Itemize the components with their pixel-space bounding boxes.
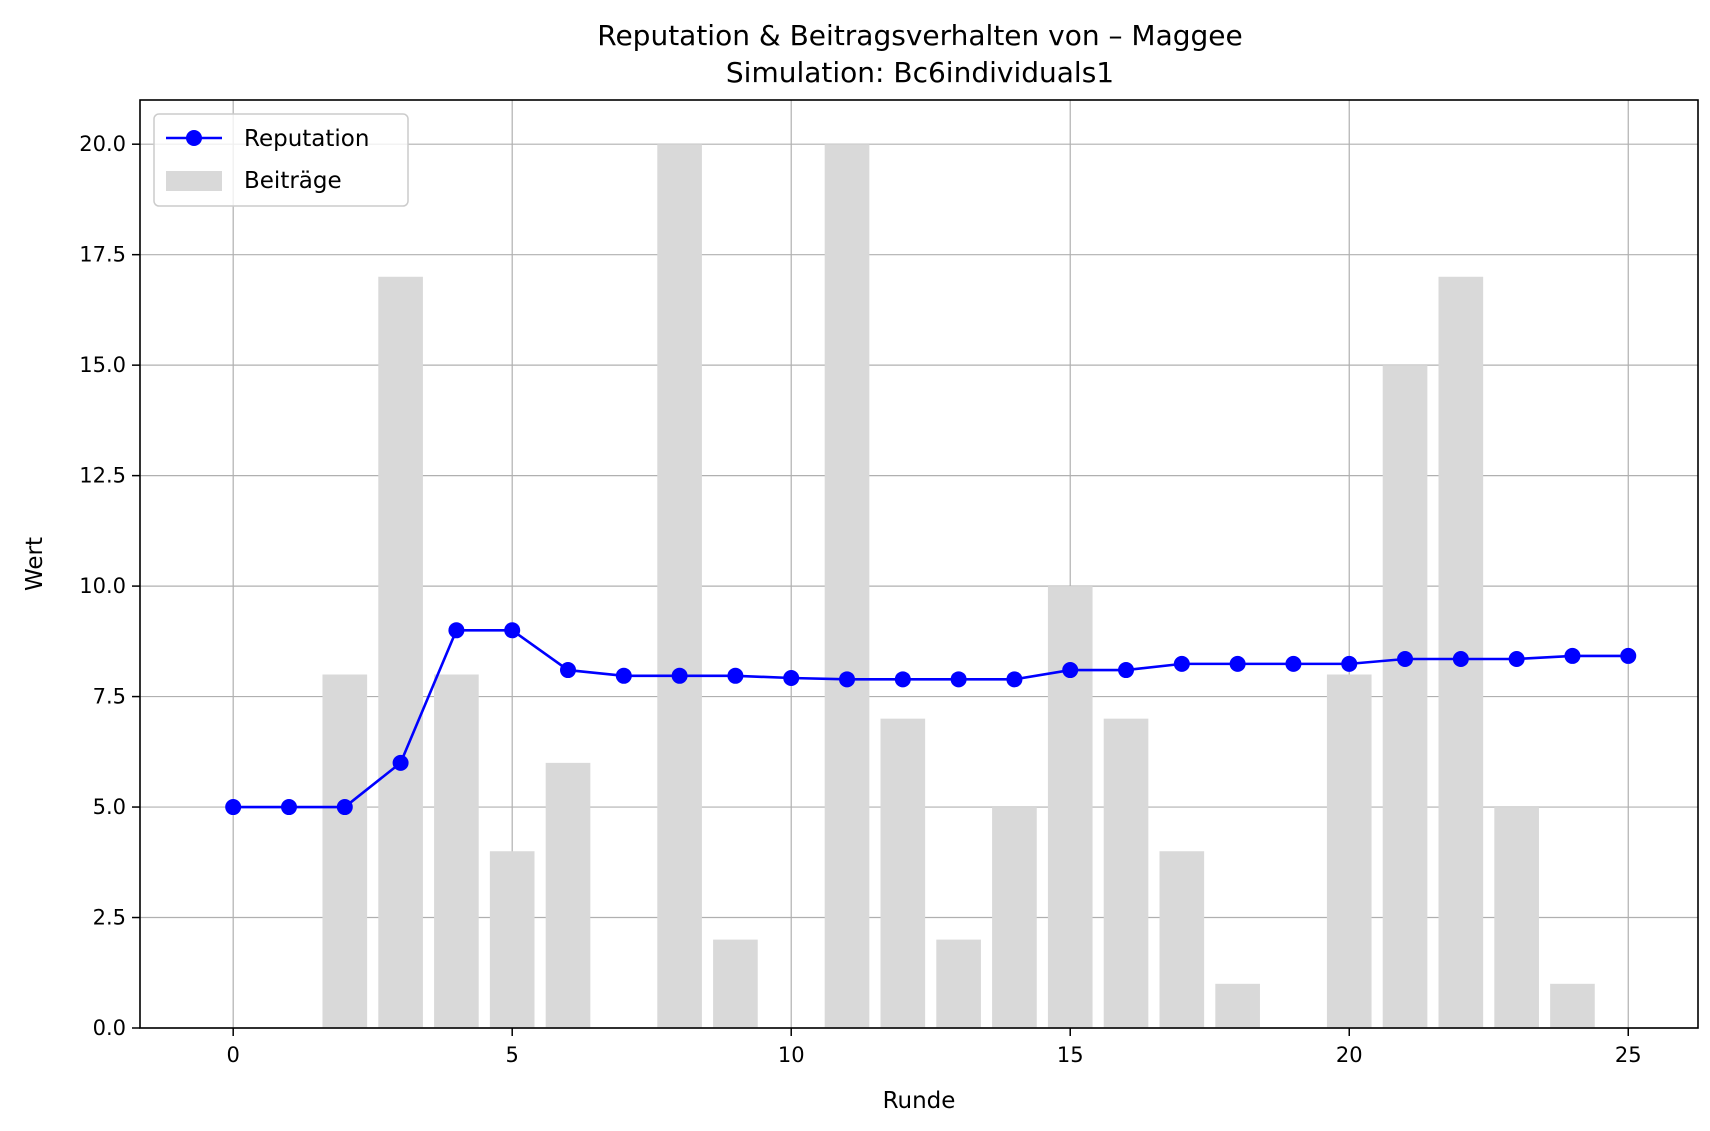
legend-marker-swatch <box>186 130 202 146</box>
line-series <box>225 622 1637 816</box>
x-tick-label: 20 <box>1336 1043 1363 1067</box>
chart-subtitle: Simulation: Bc6individuals1 <box>726 56 1114 89</box>
reputation-point-22 <box>1452 651 1469 668</box>
reputation-point-16 <box>1118 662 1135 679</box>
reputation-point-13 <box>950 671 967 688</box>
bar-beitraege-12 <box>880 718 926 1028</box>
x-tick-label: 0 <box>227 1043 240 1067</box>
legend-bar-swatch <box>166 171 222 191</box>
y-tick-label: 2.5 <box>93 906 126 930</box>
y-tick-label: 17.5 <box>79 243 126 267</box>
reputation-point-2 <box>336 799 353 816</box>
reputation-point-19 <box>1285 655 1302 672</box>
x-axis-label: Runde <box>883 1088 956 1114</box>
bar-beitraege-24 <box>1550 983 1595 1028</box>
legend: Reputation Beiträge <box>153 113 409 207</box>
reputation-point-18 <box>1229 655 1246 672</box>
reputation-point-1 <box>280 799 297 816</box>
bar-beitraege-5 <box>489 851 535 1028</box>
chart-title: Reputation & Beitragsverhalten von – Mag… <box>597 19 1243 52</box>
reputation-point-10 <box>783 670 800 687</box>
y-axis: 0.0 2.5 5.0 7.5 10.0 12.5 15.0 17.5 20.0 <box>79 132 140 1040</box>
bar-beitraege-23 <box>1494 807 1539 1028</box>
reputation-point-5 <box>504 622 521 639</box>
reputation-point-14 <box>1006 671 1023 688</box>
reputation-point-24 <box>1564 647 1581 664</box>
bar-beitraege-11 <box>824 144 870 1028</box>
bar-beitraege-4 <box>434 674 479 1028</box>
reputation-point-23 <box>1508 651 1525 668</box>
x-tick-label: 10 <box>778 1043 805 1067</box>
y-tick-label: 10.0 <box>79 574 126 598</box>
y-tick-label: 7.5 <box>93 685 126 709</box>
plot-frame <box>139 99 1699 1029</box>
bar-beitraege-6 <box>545 762 591 1028</box>
y-tick-label: 12.5 <box>79 464 126 488</box>
bar-beitraege-9 <box>713 939 758 1028</box>
bar-beitraege-18 <box>1215 983 1260 1028</box>
bar-beitraege-21 <box>1382 365 1428 1029</box>
y-tick-label: 20.0 <box>79 132 126 156</box>
reputation-point-12 <box>894 671 911 688</box>
x-tick-label: 15 <box>1057 1043 1084 1067</box>
y-tick-label: 0.0 <box>93 1016 126 1040</box>
reputation-point-0 <box>225 799 242 816</box>
reputation-point-3 <box>392 754 409 771</box>
reputation-point-21 <box>1397 651 1414 668</box>
y-tick-label: 15.0 <box>79 353 126 377</box>
legend-label-reputation: Reputation <box>244 126 369 152</box>
x-tick-label: 25 <box>1615 1043 1642 1067</box>
bar-beitraege-13 <box>936 939 981 1028</box>
y-axis-label: Wert <box>22 537 48 591</box>
reputation-point-4 <box>448 622 465 639</box>
reputation-point-15 <box>1062 662 1079 679</box>
reputation-point-17 <box>1173 655 1190 672</box>
bar-beitraege-3 <box>378 276 423 1028</box>
reputation-point-8 <box>671 667 688 684</box>
bar-series <box>322 144 1595 1029</box>
bar-beitraege-16 <box>1103 718 1149 1028</box>
x-tick-label: 5 <box>506 1043 519 1067</box>
x-axis: 0 5 10 15 20 25 <box>227 1028 1642 1067</box>
bar-beitraege-15 <box>1047 586 1093 1028</box>
reputation-point-7 <box>615 667 632 684</box>
bar-beitraege-17 <box>1159 851 1205 1028</box>
bar-beitraege-2 <box>322 674 368 1028</box>
bar-beitraege-20 <box>1326 674 1372 1028</box>
bar-beitraege-8 <box>657 144 702 1028</box>
y-tick-label: 5.0 <box>93 795 126 819</box>
bar-beitraege-14 <box>992 807 1037 1028</box>
reputation-point-20 <box>1341 655 1358 672</box>
legend-label-beitraege: Beiträge <box>244 168 342 194</box>
reputation-point-11 <box>839 671 856 688</box>
reputation-point-25 <box>1620 647 1637 664</box>
reputation-point-6 <box>560 662 577 679</box>
reputation-line <box>233 628 1629 809</box>
reputation-point-9 <box>727 667 744 684</box>
